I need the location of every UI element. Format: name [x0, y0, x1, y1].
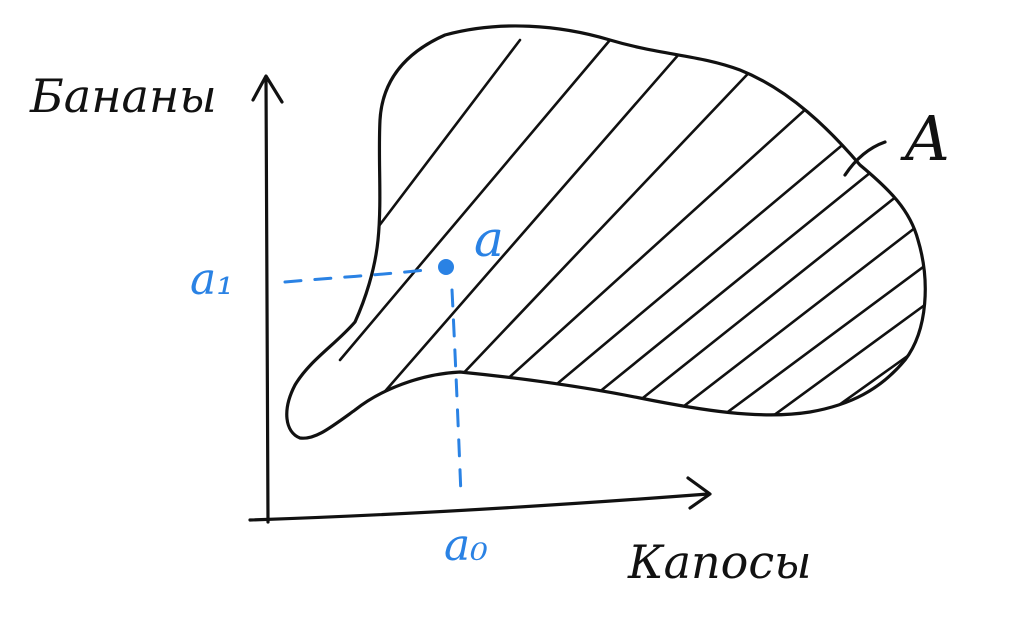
- x-axis-line: [248, 492, 710, 522]
- point-a-label: a: [474, 210, 504, 268]
- region-a-hatching: [298, 28, 926, 439]
- y-axis-label: Бананы: [29, 69, 217, 123]
- projection-to-y: [283, 268, 427, 284]
- point-a-dot: [438, 259, 454, 275]
- region-a-label: A: [900, 102, 950, 175]
- x-axis-arrowhead: [686, 476, 712, 510]
- region-a-outline: [285, 24, 927, 440]
- region-a-leader: [843, 140, 887, 177]
- projection-to-x: [450, 288, 463, 497]
- y-axis-line: [264, 76, 270, 524]
- y-axis-arrowhead: [251, 74, 284, 104]
- x-axis-label: Капосы: [627, 535, 812, 589]
- point-a0-label: a₀: [444, 520, 488, 571]
- point-a1-label: a₁: [190, 254, 234, 305]
